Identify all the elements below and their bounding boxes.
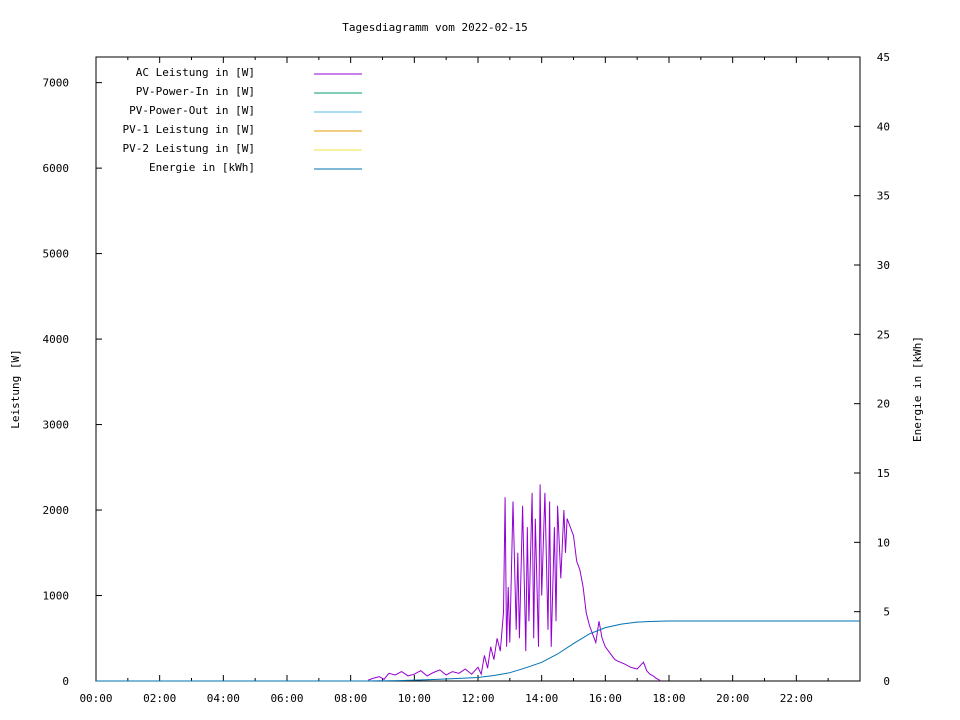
- x-tick-label: 10:00: [398, 692, 431, 705]
- y2-tick-label: 40: [877, 120, 890, 133]
- legend-label: PV-1 Leistung in [W]: [123, 123, 255, 136]
- series-line-5: [96, 620, 860, 682]
- legend-label: PV-Power-In in [W]: [136, 85, 255, 98]
- y2-tick-label: 25: [877, 328, 890, 341]
- y-tick-label: 3000: [43, 419, 70, 432]
- y-tick-label: 0: [62, 675, 69, 688]
- legend-label: PV-2 Leistung in [W]: [123, 142, 255, 155]
- x-tick-label: 06:00: [270, 692, 303, 705]
- y-tick-label: 4000: [43, 333, 70, 346]
- y2-tick-label: 5: [883, 606, 890, 619]
- y-tick-label: 6000: [43, 162, 70, 175]
- legend-label: PV-Power-Out in [W]: [129, 104, 255, 117]
- y2-tick-label: 20: [877, 398, 890, 411]
- series-line-0: [368, 484, 662, 682]
- legend-label: AC Leistung in [W]: [136, 66, 255, 79]
- y-tick-label: 2000: [43, 504, 70, 517]
- x-tick-label: 00:00: [79, 692, 112, 705]
- legend: AC Leistung in [W] PV-Power-In in [W] PV-P…: [123, 66, 362, 174]
- y2-tick-label: 10: [877, 536, 890, 549]
- x-tick-label: 20:00: [716, 692, 749, 705]
- y2-tick-label: 0: [883, 675, 890, 688]
- y-tick-label: 5000: [43, 248, 70, 261]
- x-tick-label: 02:00: [143, 692, 176, 705]
- y2-tick-label: 30: [877, 259, 890, 272]
- y2-tick-label: 45: [877, 51, 890, 64]
- chart-title: Tagesdiagramm vom 2022-02-15: [342, 21, 527, 34]
- y-tick-label: 1000: [43, 590, 70, 603]
- y2-axis-label: Energie in [kWh]: [911, 336, 924, 442]
- y2-tick-label: 15: [877, 467, 890, 480]
- x-tick-label: 14:00: [525, 692, 558, 705]
- y-tick-label: 7000: [43, 77, 70, 90]
- y-axis-label: Leistung [W]: [9, 349, 22, 428]
- x-tick-label: 22:00: [780, 692, 813, 705]
- legend-label: Energie in [kWh]: [149, 161, 255, 174]
- x-tick-label: 04:00: [207, 692, 240, 705]
- x-tick-label: 08:00: [334, 692, 367, 705]
- x-tick-label: 16:00: [589, 692, 622, 705]
- x-tick-label: 18:00: [652, 692, 685, 705]
- x-tick-label: 12:00: [461, 692, 494, 705]
- y2-tick-label: 35: [877, 190, 890, 203]
